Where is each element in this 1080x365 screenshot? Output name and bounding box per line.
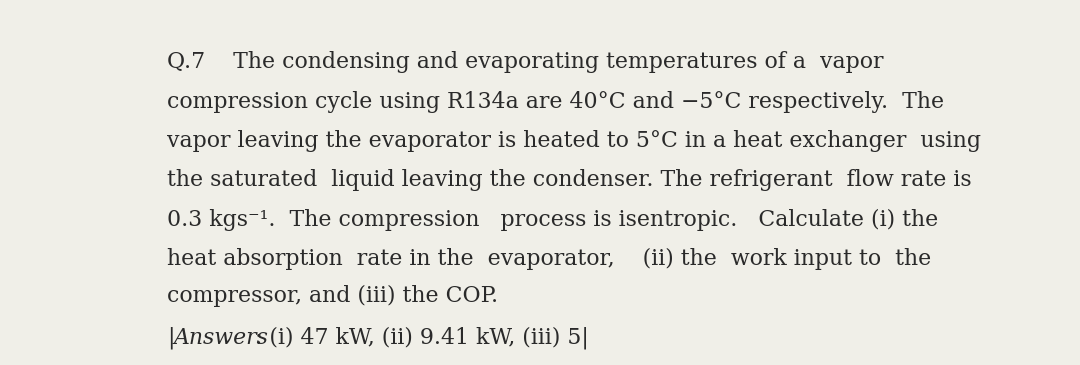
Text: the saturated  liquid leaving the condenser. The refrigerant  flow rate is: the saturated liquid leaving the condens… — [166, 169, 971, 191]
Text: |: | — [166, 326, 174, 349]
Text: Q.7    The condensing and evaporating temperatures of a  vapor: Q.7 The condensing and evaporating tempe… — [166, 51, 883, 73]
Text: compressor, and (iii) the COP.: compressor, and (iii) the COP. — [166, 284, 498, 307]
Text: vapor leaving the evaporator is heated to 5°C in a heat exchanger  using: vapor leaving the evaporator is heated t… — [166, 130, 981, 152]
Text: 0.3 kgs⁻¹.  The compression   process is isentropic.   Calculate (i) the: 0.3 kgs⁻¹. The compression process is is… — [166, 209, 939, 231]
Text: Answers: Answers — [174, 327, 269, 349]
Text: compression cycle using R134a are 40°C and −5°C respectively.  The: compression cycle using R134a are 40°C a… — [166, 91, 944, 113]
Text: : (i) 47 kW, (ii) 9.41 kW, (iii) 5|: : (i) 47 kW, (ii) 9.41 kW, (iii) 5| — [255, 326, 589, 349]
Text: heat absorption  rate in the  evaporator,    (ii) the  work input to  the: heat absorption rate in the evaporator, … — [166, 248, 931, 270]
